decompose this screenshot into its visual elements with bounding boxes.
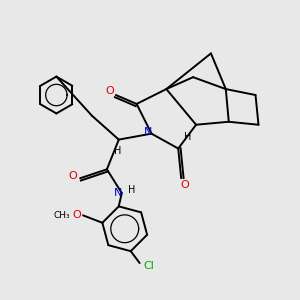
- Text: N: N: [144, 127, 152, 137]
- Text: H: H: [114, 146, 121, 156]
- Text: O: O: [72, 210, 81, 220]
- Text: H: H: [184, 132, 191, 142]
- Text: N: N: [114, 188, 122, 198]
- Text: O: O: [105, 86, 114, 96]
- Text: H: H: [128, 184, 136, 194]
- Text: O: O: [68, 172, 77, 182]
- Text: O: O: [180, 180, 189, 190]
- Text: Cl: Cl: [143, 261, 154, 271]
- Text: CH₃: CH₃: [54, 211, 70, 220]
